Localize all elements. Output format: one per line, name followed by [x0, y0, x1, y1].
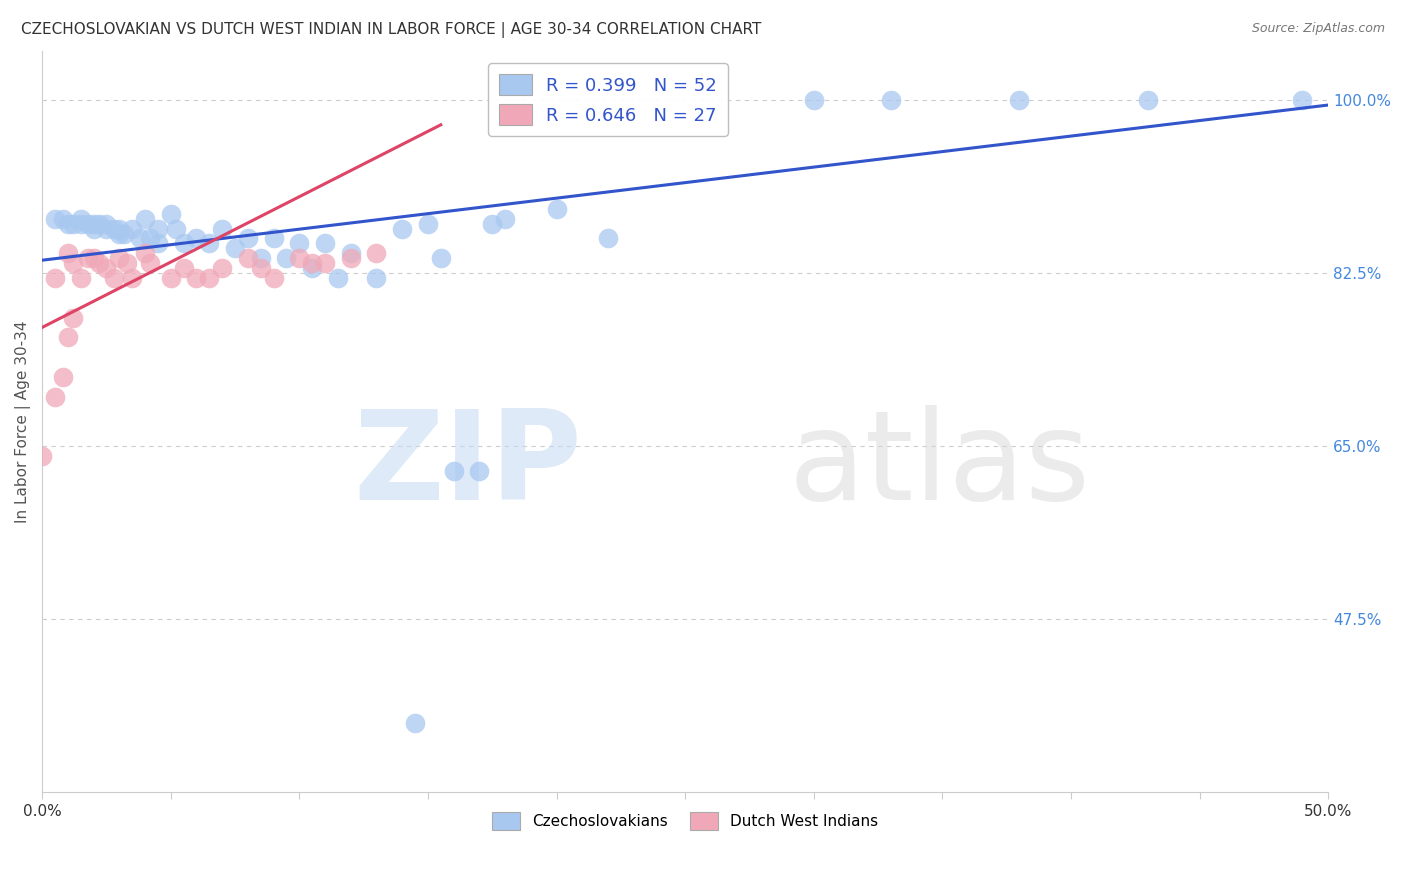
Point: [44, 271, 66, 285]
Text: ZIP: ZIP: [353, 405, 582, 526]
Point: [69, 271, 91, 285]
Point: [121, 221, 143, 235]
Point: [62, 217, 84, 231]
Point: [115, 256, 138, 270]
Point: [83, 252, 105, 266]
Point: [404, 715, 426, 730]
Legend: Czechoslovakians, Dutch West Indians: Czechoslovakians, Dutch West Indians: [486, 806, 884, 836]
Text: CZECHOSLOVAKIAN VS DUTCH WEST INDIAN IN LABOR FORCE | AGE 30-34 CORRELATION CHAR: CZECHOSLOVAKIAN VS DUTCH WEST INDIAN IN …: [21, 22, 762, 38]
Point: [173, 261, 195, 276]
Point: [83, 221, 105, 235]
Point: [128, 231, 150, 245]
Point: [186, 271, 208, 285]
Point: [443, 464, 465, 478]
Point: [31, 449, 53, 463]
Point: [481, 217, 503, 231]
Point: [366, 246, 388, 260]
Point: [56, 330, 79, 344]
Point: [87, 217, 110, 231]
Text: Source: ZipAtlas.com: Source: ZipAtlas.com: [1251, 22, 1385, 36]
Point: [366, 271, 388, 285]
Point: [87, 256, 110, 270]
Point: [416, 217, 439, 231]
Point: [263, 271, 285, 285]
Point: [96, 261, 118, 276]
Point: [236, 231, 259, 245]
Point: [198, 271, 221, 285]
Point: [173, 236, 195, 251]
Point: [134, 246, 156, 260]
Point: [546, 202, 568, 216]
Point: [249, 252, 271, 266]
Point: [139, 256, 162, 270]
Point: [326, 271, 349, 285]
Point: [249, 261, 271, 276]
Point: [108, 252, 131, 266]
Point: [301, 256, 323, 270]
Y-axis label: In Labor Force | Age 30-34: In Labor Force | Age 30-34: [15, 320, 31, 523]
Point: [146, 221, 169, 235]
Text: atlas: atlas: [787, 405, 1090, 526]
Point: [44, 390, 66, 404]
Point: [77, 217, 100, 231]
Point: [62, 310, 84, 325]
Point: [83, 217, 105, 231]
Point: [108, 221, 131, 235]
Point: [103, 271, 125, 285]
Point: [186, 231, 208, 245]
Point: [339, 252, 361, 266]
Point: [224, 241, 246, 255]
Point: [62, 256, 84, 270]
Point: [198, 236, 221, 251]
Point: [339, 246, 361, 260]
Point: [56, 217, 79, 231]
Point: [301, 261, 323, 276]
Point: [468, 464, 491, 478]
Point: [159, 271, 181, 285]
Point: [494, 211, 516, 226]
Point: [165, 221, 187, 235]
Point: [103, 221, 125, 235]
Point: [112, 227, 135, 241]
Point: [288, 236, 311, 251]
Point: [211, 261, 233, 276]
Point: [96, 221, 118, 235]
Point: [314, 236, 336, 251]
Point: [96, 217, 118, 231]
Point: [56, 246, 79, 260]
Point: [803, 93, 825, 107]
Point: [69, 211, 91, 226]
Point: [211, 221, 233, 235]
Point: [276, 252, 298, 266]
Point: [288, 252, 311, 266]
Point: [159, 207, 181, 221]
Point: [391, 221, 413, 235]
Point: [52, 211, 75, 226]
Point: [236, 252, 259, 266]
Point: [1137, 93, 1160, 107]
Point: [146, 236, 169, 251]
Point: [429, 252, 451, 266]
Point: [139, 231, 162, 245]
Point: [69, 217, 91, 231]
Point: [52, 369, 75, 384]
Point: [134, 211, 156, 226]
Point: [44, 211, 66, 226]
Point: [1008, 93, 1031, 107]
Point: [314, 256, 336, 270]
Point: [108, 227, 131, 241]
Point: [263, 231, 285, 245]
Point: [1291, 93, 1313, 107]
Point: [596, 231, 619, 245]
Point: [121, 271, 143, 285]
Point: [77, 252, 100, 266]
Point: [880, 93, 903, 107]
